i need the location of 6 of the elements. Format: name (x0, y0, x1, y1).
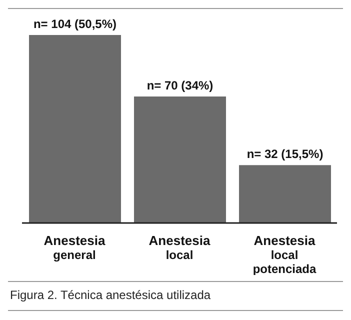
data-label: n= 32 (15,5%) (246, 147, 324, 162)
x-tick-label: Anestesia local (148, 233, 211, 262)
x-tick-label: Anestesia general (44, 233, 106, 262)
data-label: n= 104 (50,5%) (33, 17, 117, 31)
data-label: n= 70 (34%) (146, 78, 214, 92)
text: Figura 2. Técnica anestésica utilizada (10, 288, 212, 302)
